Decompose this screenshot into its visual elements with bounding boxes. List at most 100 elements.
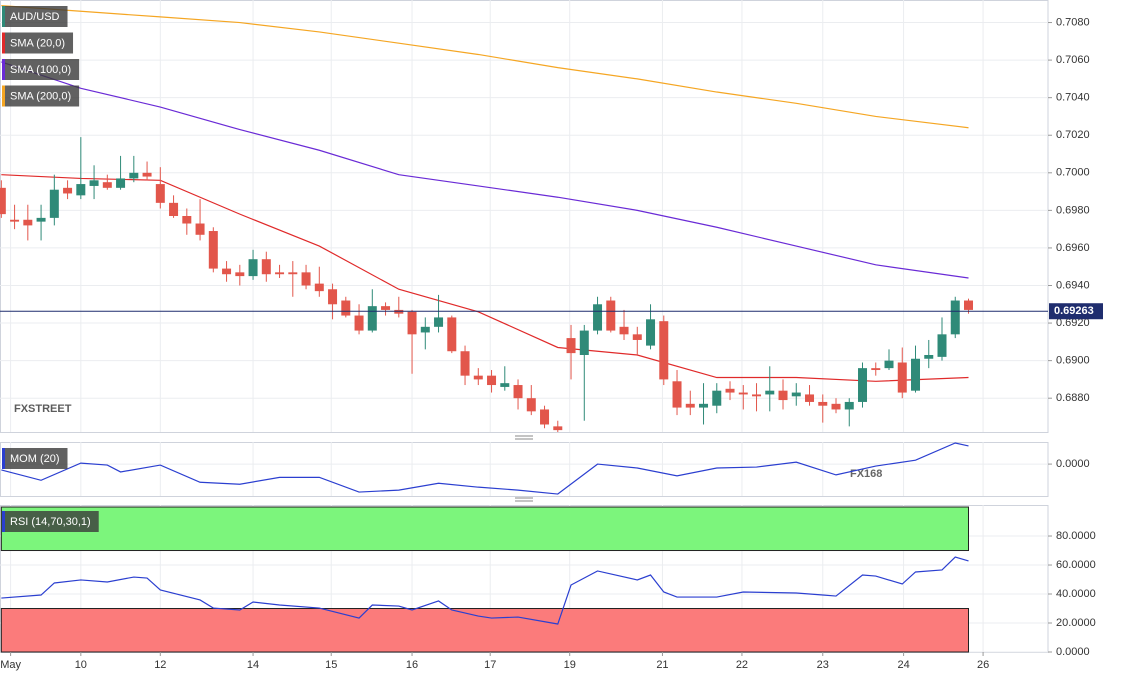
candle-body xyxy=(434,317,444,327)
panel-frame xyxy=(0,442,1049,497)
candle-body xyxy=(553,426,563,431)
legend-box xyxy=(2,85,80,107)
rsi-band xyxy=(0,608,970,653)
legend-label: RSI (14,70,30,1) xyxy=(10,516,91,528)
watermark-fx168: FX168 xyxy=(850,468,882,480)
legend-swatch xyxy=(2,511,5,532)
legend-swatch xyxy=(2,59,5,80)
candle-body xyxy=(328,289,338,305)
x-tick-label: 26 xyxy=(977,659,989,671)
candle-body xyxy=(36,217,46,222)
legend-label: SMA (100,0) xyxy=(10,64,71,76)
candle-body xyxy=(937,334,947,357)
candle-body xyxy=(738,392,748,395)
candle-body xyxy=(871,368,881,371)
y-tick-label: 40.0000 xyxy=(1056,588,1096,600)
y-tick-label: 0.6940 xyxy=(1056,279,1090,291)
candle-body xyxy=(76,184,86,196)
x-tick-label: 23 xyxy=(817,659,829,671)
candle-body xyxy=(606,300,616,331)
last-price-label: 0.69263 xyxy=(1054,305,1094,317)
series-line xyxy=(1,5,969,129)
y-tick-label: 0.6880 xyxy=(1056,392,1090,404)
candle-body xyxy=(208,231,218,269)
candle-body xyxy=(579,330,589,355)
candle-body xyxy=(341,300,351,316)
candle-body xyxy=(685,403,695,408)
legend-box xyxy=(2,511,99,532)
candle-body xyxy=(0,187,6,215)
candle-body xyxy=(924,354,934,359)
legend-swatch xyxy=(2,85,5,107)
candle-body xyxy=(460,351,470,376)
legend-swatch xyxy=(2,32,5,54)
candle-body xyxy=(500,383,510,387)
candle-body xyxy=(566,338,576,354)
y-tick-label: 0.0000 xyxy=(1056,458,1090,470)
candle-body xyxy=(844,401,854,410)
candle-body xyxy=(818,401,828,406)
candle-body xyxy=(619,326,629,335)
legend-box xyxy=(2,32,74,54)
candle-body xyxy=(765,390,775,395)
y-tick-label: 20.0000 xyxy=(1056,617,1096,629)
legend-label: SMA (20,0) xyxy=(10,37,65,49)
candle-body xyxy=(49,189,59,218)
candle-body xyxy=(778,390,788,401)
y-tick-label: 0.7060 xyxy=(1056,54,1090,66)
candle-body xyxy=(23,219,33,226)
x-tick-label: 15 xyxy=(325,659,337,671)
candle-body xyxy=(354,315,364,331)
series-line xyxy=(1,556,969,625)
rsi-band xyxy=(0,506,970,552)
candle-body xyxy=(275,272,285,275)
last-price-box xyxy=(1049,303,1103,320)
series-line xyxy=(1,442,969,495)
legend-box xyxy=(2,448,68,469)
candle-body xyxy=(487,375,497,386)
candle-body xyxy=(950,300,960,335)
candle-body xyxy=(169,202,179,216)
candle-body xyxy=(394,309,404,314)
y-tick-label: 0.7020 xyxy=(1056,129,1090,141)
y-tick-label: 0.6920 xyxy=(1056,317,1090,329)
candle-body xyxy=(540,409,550,425)
back-layer xyxy=(0,0,1049,653)
candle-body xyxy=(632,334,642,340)
candle-body xyxy=(420,326,430,333)
x-tick-label: 12 xyxy=(154,659,166,671)
legend-label: MOM (20) xyxy=(10,453,60,465)
candle-body xyxy=(195,223,205,235)
panel-frame xyxy=(0,0,1049,433)
candle-body xyxy=(314,283,324,292)
candle-body xyxy=(301,272,311,286)
candle-body xyxy=(142,172,152,177)
watermark-fxstreet: FXSTREET xyxy=(14,403,72,415)
candle-body xyxy=(381,306,391,310)
x-tick-label: 10 xyxy=(75,659,87,671)
candle-body xyxy=(155,184,165,203)
candle-body xyxy=(447,317,457,352)
candle-body xyxy=(964,300,974,310)
legend-label: SMA (200,0) xyxy=(10,90,71,102)
candle-body xyxy=(261,259,271,275)
candle-body xyxy=(911,358,921,391)
legend-swatch xyxy=(2,6,5,27)
legend-box xyxy=(2,59,80,80)
y-tick-label: 0.7000 xyxy=(1056,167,1090,179)
candle-body xyxy=(593,304,603,331)
candle-body xyxy=(672,381,682,408)
x-tick-label: 17 xyxy=(484,659,496,671)
candle-body xyxy=(182,216,192,224)
y-tick-label: 60.0000 xyxy=(1056,559,1096,571)
panel-handles xyxy=(515,435,533,502)
y-tick-label: 0.0000 xyxy=(1056,646,1090,658)
y-tick-label: 0.7080 xyxy=(1056,16,1090,28)
candle-body xyxy=(407,311,417,335)
candle-body xyxy=(699,403,709,408)
legend-swatch xyxy=(2,448,5,469)
candle-body xyxy=(805,394,815,402)
candle-body xyxy=(659,321,669,380)
candle-body xyxy=(248,259,258,277)
